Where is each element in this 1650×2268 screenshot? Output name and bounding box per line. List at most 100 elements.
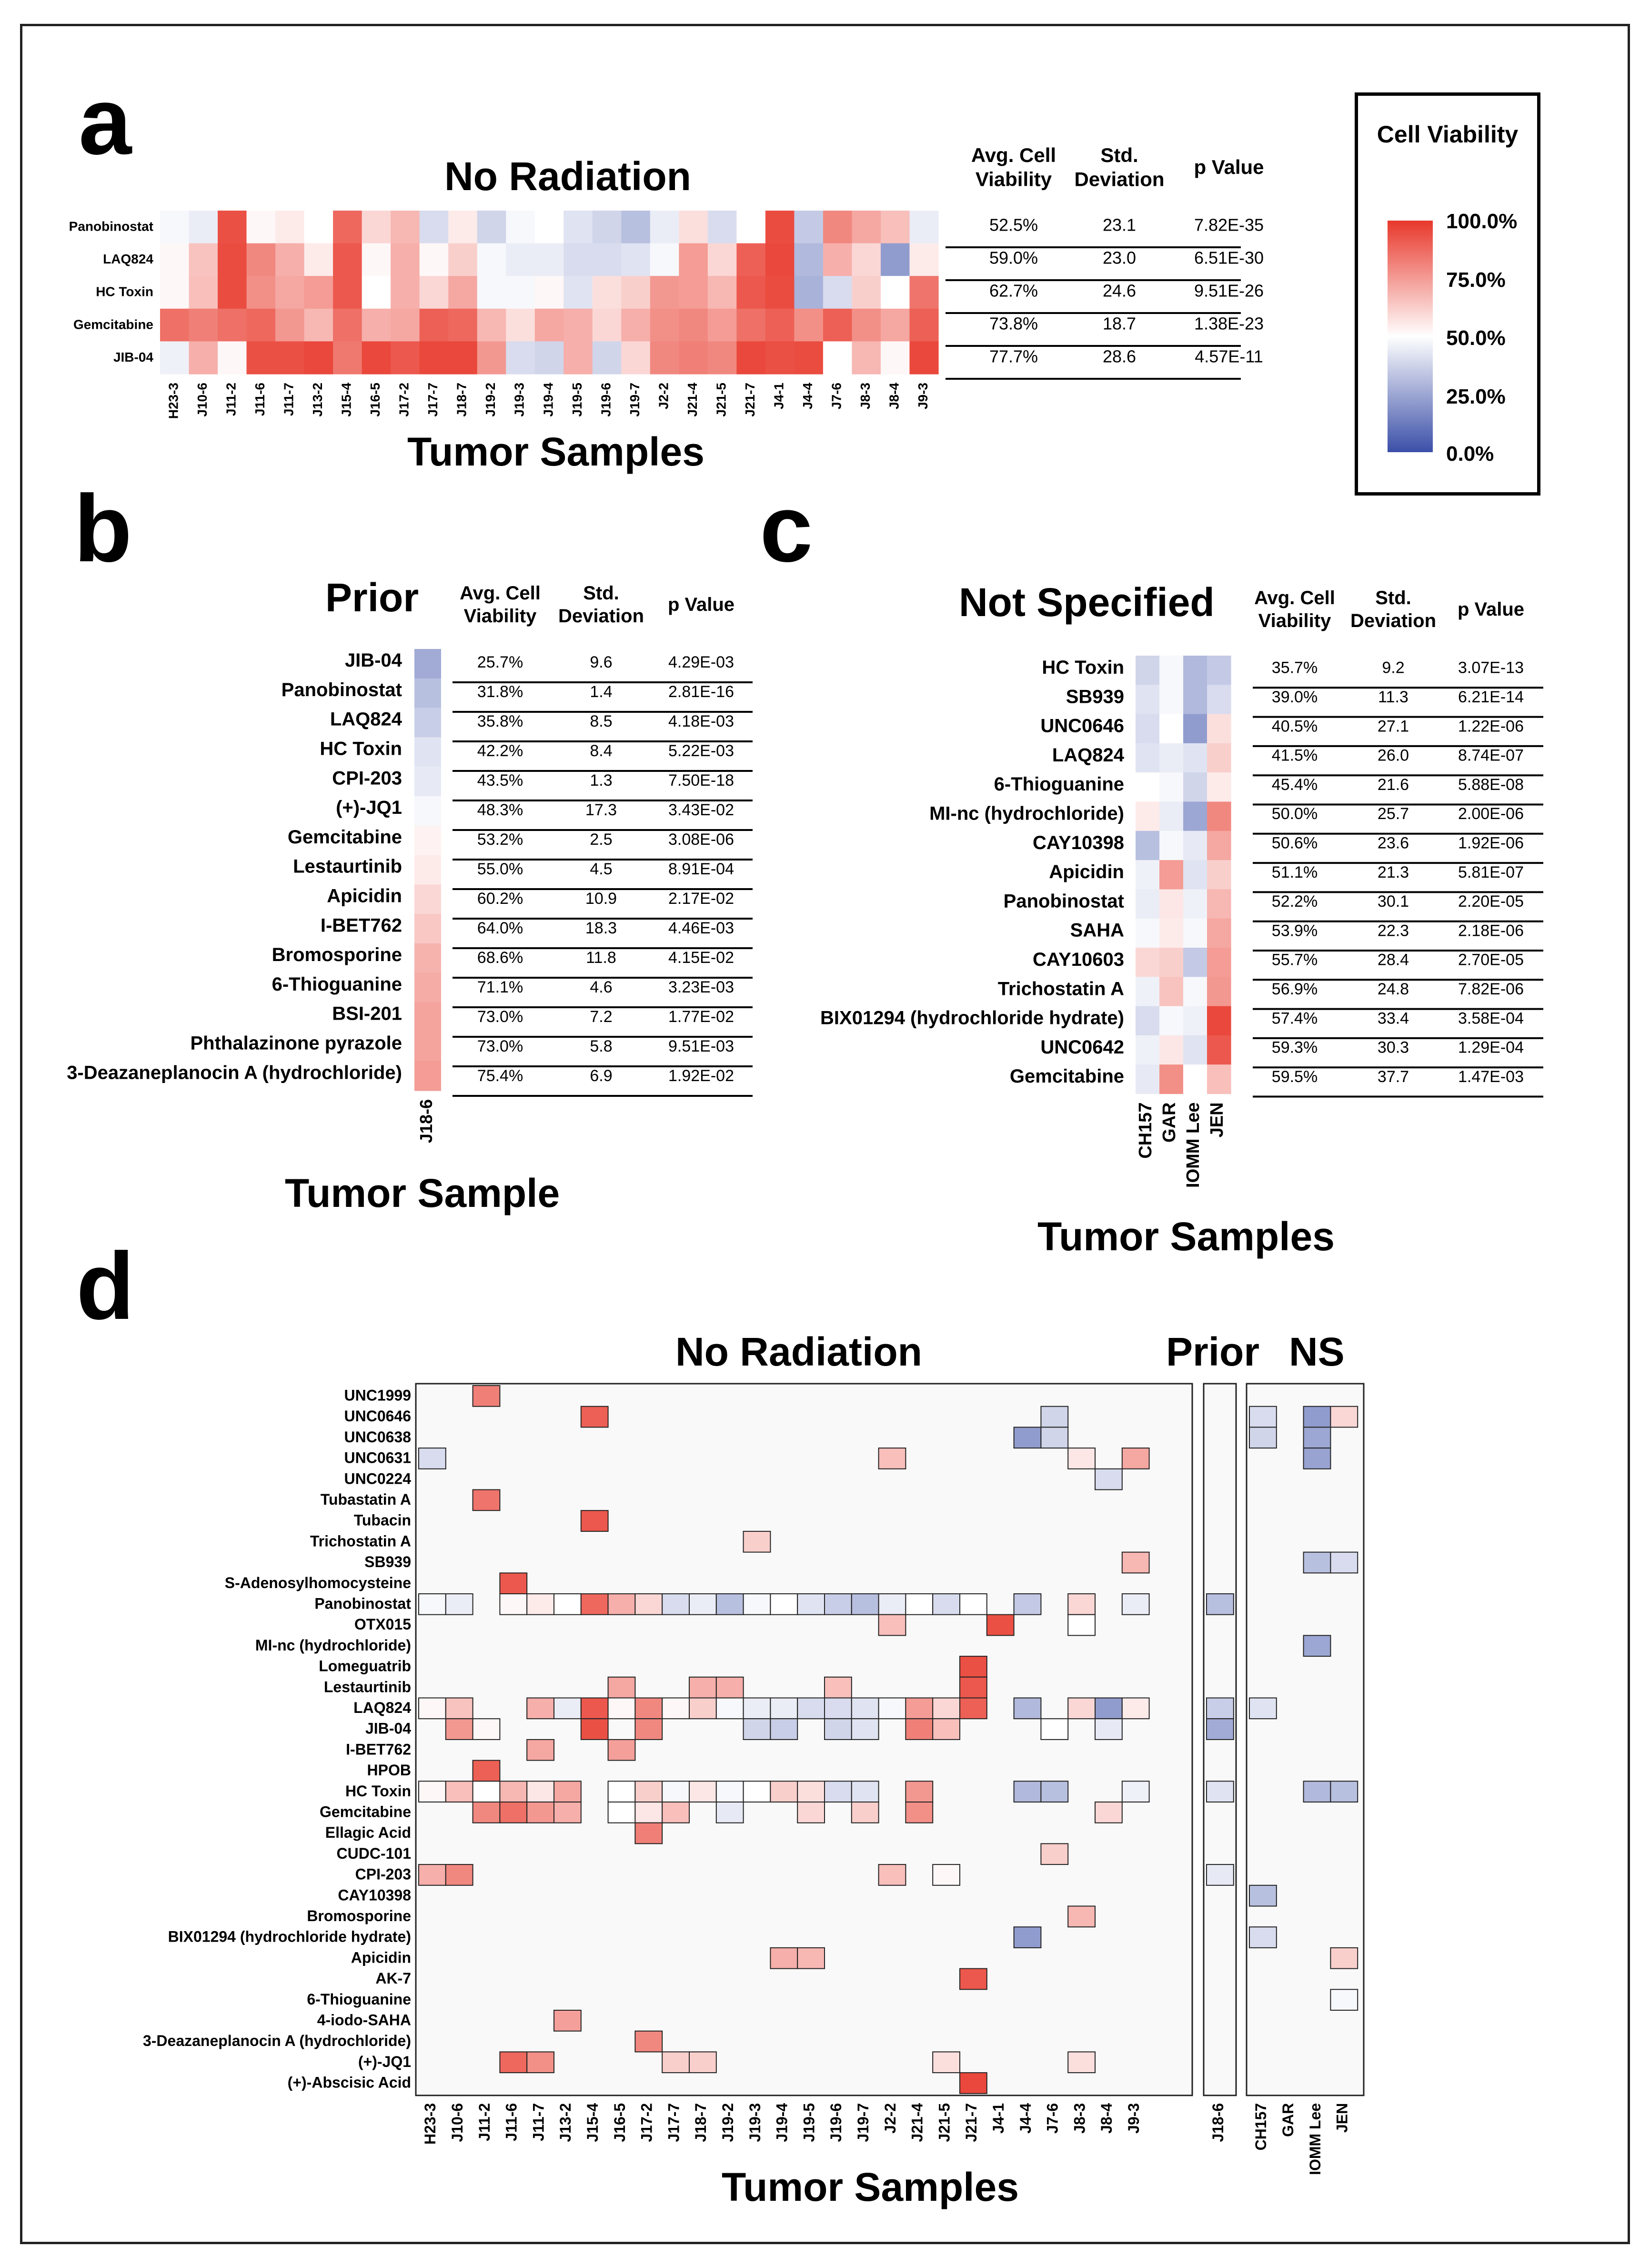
panel-b-std-deviation: 8.4 xyxy=(590,742,612,760)
panel-b-avg-viability: 53.2% xyxy=(477,830,523,849)
heatmap-cell xyxy=(414,796,441,826)
panel-d-column-label: J11-6 xyxy=(503,2103,520,2141)
heatmap-cell xyxy=(414,943,441,973)
panel-d-row-label: JIB-04 xyxy=(365,1720,411,1737)
heatmap-cell xyxy=(959,2072,987,2094)
heatmap-cell xyxy=(1136,1006,1160,1036)
heatmap-cell xyxy=(419,243,449,276)
panel-d-row-label: BIX01294 (hydrochloride hydrate) xyxy=(168,1928,411,1945)
heatmap-cell xyxy=(333,341,362,375)
heatmap-cell xyxy=(391,276,420,309)
panel-b-p-value: 8.91E-04 xyxy=(668,860,734,878)
heatmap-cell xyxy=(878,1697,906,1720)
heatmap-cell xyxy=(679,308,708,342)
heatmap-cell xyxy=(1013,1427,1042,1449)
heatmap-cell xyxy=(1040,1718,1069,1740)
panel-a-avg-viability: 62.7% xyxy=(989,281,1038,301)
heatmap-cell xyxy=(477,276,506,309)
heatmap-cell xyxy=(743,1697,771,1720)
heatmap-cell xyxy=(218,341,247,375)
heatmap-cell xyxy=(1183,830,1207,861)
panel-c-std-deviation: 33.4 xyxy=(1378,1009,1409,1027)
heatmap-cell xyxy=(414,708,441,738)
panel-b-title: Prior xyxy=(325,575,419,620)
heatmap-cell xyxy=(534,211,564,244)
panel-d-column-label: J8-4 xyxy=(1098,2103,1115,2134)
panel-a-row-label: Panobinostat xyxy=(69,219,153,234)
heatmap-cell xyxy=(634,1802,663,1823)
panel-c-p-value: 2.20E-05 xyxy=(1458,892,1524,911)
heatmap-cell xyxy=(1136,714,1160,744)
heatmap-cell xyxy=(499,1593,528,1615)
heatmap-cell xyxy=(1136,656,1160,685)
panel-a-column-label: J21-5 xyxy=(714,383,728,417)
heatmap-cell xyxy=(1183,772,1207,802)
heatmap-cell xyxy=(909,308,939,342)
heatmap-cell xyxy=(689,1781,717,1803)
heatmap-cell xyxy=(770,1781,798,1803)
heatmap-cell xyxy=(246,276,276,309)
heatmap-cell xyxy=(506,211,535,244)
panel-a-p-value: 6.51E-30 xyxy=(1194,248,1264,268)
heatmap-cell xyxy=(414,855,441,885)
heatmap-cell xyxy=(689,1676,717,1699)
heatmap-cell xyxy=(878,1593,906,1615)
panel-b-std-deviation: 17.3 xyxy=(585,801,617,819)
panel-b-row-label: Bromosporine xyxy=(272,944,402,965)
panel-c-row-label: SB939 xyxy=(1066,686,1124,707)
heatmap-cell xyxy=(765,276,795,309)
heatmap-cell xyxy=(1095,1718,1123,1740)
panel-c-header-avg: Viability xyxy=(1258,610,1331,631)
panel-b-std-deviation: 10.9 xyxy=(585,890,617,908)
panel-a-column-label: J10-6 xyxy=(195,383,210,417)
heatmap-cell xyxy=(448,341,478,375)
panel-d-row-label: 6-Thioguanine xyxy=(307,1991,411,2008)
heatmap-cell xyxy=(246,341,276,375)
heatmap-cell xyxy=(1206,1781,1234,1803)
heatmap-cell xyxy=(715,1697,744,1720)
heatmap-cell xyxy=(1330,1781,1358,1803)
heatmap-cell xyxy=(878,1864,906,1886)
panel-d-row-label: S-Adenosylhomocysteine xyxy=(225,1574,411,1591)
panel-d-group-title-prior: Prior xyxy=(1166,1329,1260,1374)
panel-d-group-frame xyxy=(1246,1383,1365,2096)
heatmap-cell xyxy=(1183,656,1207,685)
heatmap-cell xyxy=(472,1489,501,1511)
panel-b-avg-viability: 55.0% xyxy=(477,860,523,878)
heatmap-cell xyxy=(418,1448,446,1469)
panel-a-p-value: 9.51E-26 xyxy=(1194,281,1264,301)
panel-b-p-value: 7.50E-18 xyxy=(668,771,734,790)
panel-c-std-deviation: 21.3 xyxy=(1378,863,1409,881)
heatmap-cell xyxy=(499,1802,528,1823)
panel-c-std-deviation: 24.8 xyxy=(1378,980,1409,998)
panel-c-p-value: 7.82E-06 xyxy=(1458,980,1524,998)
heatmap-cell xyxy=(770,1718,798,1740)
heatmap-cell xyxy=(607,1781,636,1803)
heatmap-cell xyxy=(1207,977,1231,1007)
panel-a-header-std: Deviation xyxy=(1074,168,1164,190)
legend-tick: 100.0% xyxy=(1446,210,1518,233)
heatmap-cell xyxy=(679,341,708,375)
heatmap-cell xyxy=(1013,1781,1042,1803)
heatmap-cell xyxy=(1136,918,1160,948)
heatmap-cell xyxy=(160,308,190,342)
panel-b-header-avg: Viability xyxy=(464,606,537,627)
panel-c-header-p: p Value xyxy=(1458,599,1524,620)
heatmap-cell xyxy=(414,972,441,1003)
heatmap-cell xyxy=(1159,830,1184,861)
heatmap-cell xyxy=(1121,1593,1150,1615)
panel-b-avg-viability: 68.6% xyxy=(477,949,523,967)
heatmap-cell xyxy=(1040,1781,1069,1803)
heatmap-cell xyxy=(621,243,651,276)
heatmap-cell xyxy=(909,243,939,276)
panel-b-std-deviation: 5.8 xyxy=(590,1037,612,1055)
heatmap-cell xyxy=(189,211,218,244)
panel-d-row-label: SB939 xyxy=(364,1553,411,1570)
heatmap-cell xyxy=(499,1781,528,1803)
heatmap-cell xyxy=(851,1802,879,1823)
heatmap-cell xyxy=(534,308,564,342)
heatmap-cell xyxy=(304,341,333,375)
panel-a-column-label: J19-4 xyxy=(541,383,555,417)
heatmap-cell xyxy=(1207,1035,1231,1065)
heatmap-cell xyxy=(160,211,190,244)
